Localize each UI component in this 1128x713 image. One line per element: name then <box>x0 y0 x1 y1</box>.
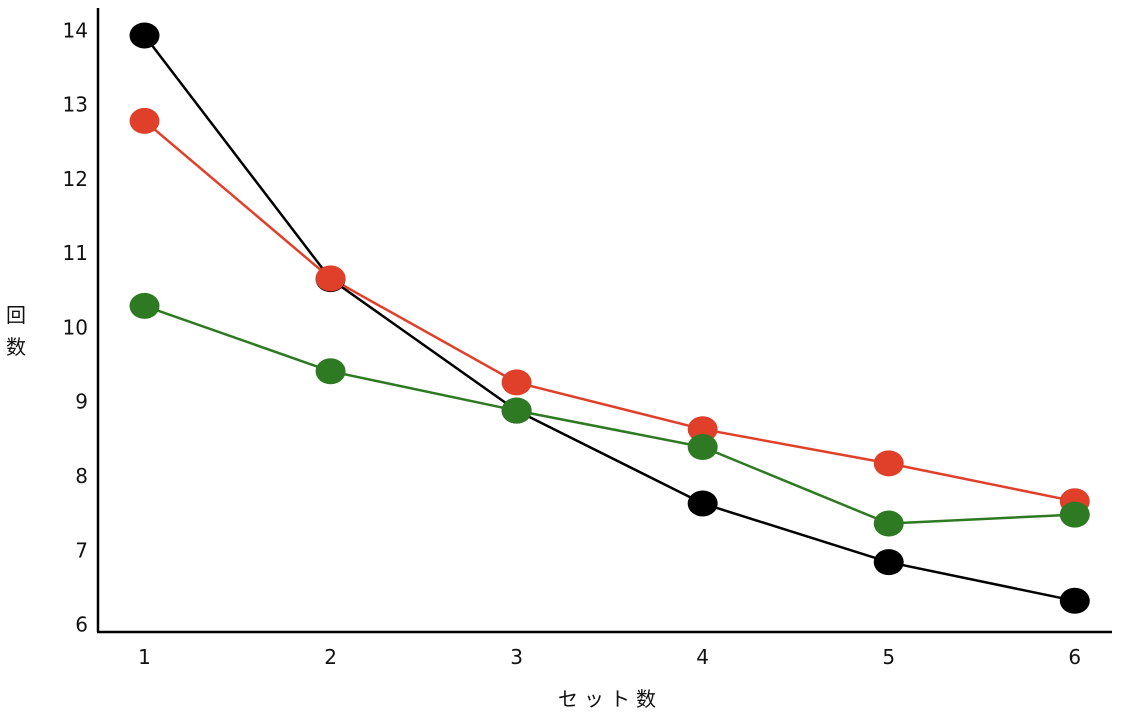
data-point <box>315 265 346 292</box>
x-tick-label: 2 <box>324 645 337 669</box>
y-tick-label: 10 <box>63 315 88 339</box>
series-points <box>129 22 1090 614</box>
data-point <box>1059 587 1090 614</box>
y-tick-label: 13 <box>63 93 88 117</box>
series-line-2 <box>143 119 1076 503</box>
x-tick-label: 1 <box>138 645 151 669</box>
data-point <box>873 510 904 537</box>
data-point <box>687 490 718 517</box>
data-point <box>315 358 346 385</box>
x-tick-labels: 1 2 3 4 5 6 <box>138 645 1081 669</box>
data-point <box>501 397 532 424</box>
y-tick-label: 11 <box>63 241 88 265</box>
y-tick-label: 12 <box>63 167 88 191</box>
data-point <box>1059 501 1090 528</box>
y-tick-label: 6 <box>75 613 88 637</box>
series-line-3 <box>144 304 1075 525</box>
y-tick-label: 9 <box>75 390 88 414</box>
data-point <box>873 450 904 477</box>
data-point <box>129 107 160 134</box>
x-tick-label: 4 <box>696 645 709 669</box>
x-axis-label: セット数 <box>558 687 662 711</box>
data-point <box>501 369 532 396</box>
x-tick-label: 5 <box>882 645 895 669</box>
x-tick-label: 6 <box>1068 645 1081 669</box>
data-point <box>873 549 904 576</box>
y-axis-label: 回数 <box>6 303 26 359</box>
data-point <box>687 416 718 443</box>
x-tick-label: 3 <box>510 645 523 669</box>
data-point <box>129 22 160 49</box>
y-tick-label: 8 <box>75 464 88 488</box>
data-point <box>129 292 160 319</box>
y-tick-label: 7 <box>75 538 88 562</box>
series-lines <box>143 34 1076 603</box>
data-point <box>687 434 718 461</box>
series-line-1 <box>143 34 1076 603</box>
y-tick-label: 14 <box>63 18 88 42</box>
y-tick-labels: 6 7 8 9 10 11 12 13 14 <box>63 18 88 636</box>
